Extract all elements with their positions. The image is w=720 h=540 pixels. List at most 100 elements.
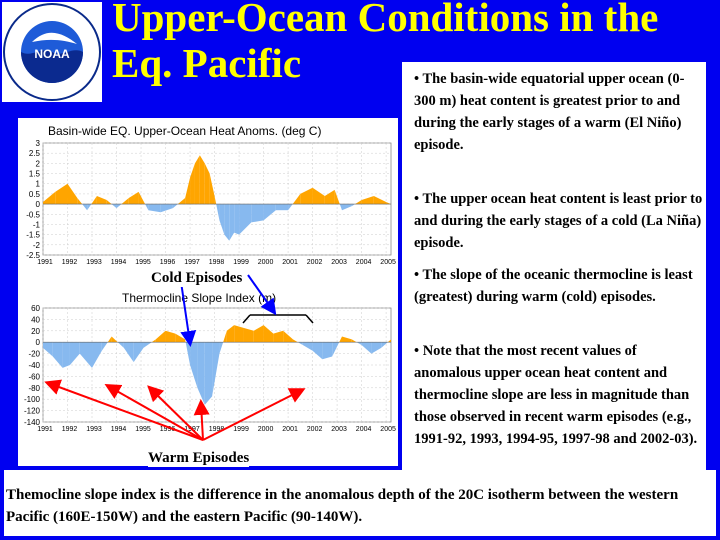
area-segment — [351, 204, 356, 207]
area-segment — [194, 155, 200, 205]
y-tick-label: 0.5 — [29, 190, 41, 199]
area-segment — [341, 204, 352, 211]
area-segment — [204, 163, 210, 205]
x-tick-label: 2002 — [307, 426, 323, 433]
x-tick-label: 2005 — [380, 259, 396, 266]
y-tick-label: 0 — [36, 200, 41, 209]
area-segment — [43, 191, 56, 205]
x-tick-label: 2000 — [258, 259, 274, 266]
area-segment — [177, 197, 186, 205]
area-segment — [219, 342, 224, 354]
area-segment — [212, 342, 220, 397]
warm-arrow-1 — [44, 379, 204, 441]
x-tick-label: 1997 — [184, 259, 200, 266]
y-tick-label: 3 — [36, 139, 41, 148]
x-tick-label: 1991 — [37, 259, 53, 266]
charts-svg: Basin-wide EQ. Upper-Ocean Heat Anoms. (… — [24, 124, 396, 441]
y-tick-label: -0.5 — [26, 210, 40, 219]
area-segment — [67, 183, 78, 205]
cold-episodes-label: Cold Episodes — [151, 270, 243, 287]
area-segment — [101, 342, 108, 351]
area-segment — [251, 204, 264, 223]
area-segment — [96, 195, 107, 205]
area-segment — [234, 325, 244, 343]
area-segment — [339, 336, 342, 343]
x-tick-label: 1994 — [111, 426, 127, 433]
bracket-left-end — [242, 314, 251, 324]
area-segment — [356, 342, 362, 346]
x-tick-label: 1996 — [160, 426, 176, 433]
area-segment — [55, 183, 68, 205]
area-segment — [351, 339, 357, 343]
area-segment — [87, 204, 92, 211]
area-segment — [263, 204, 276, 221]
area-segment — [209, 173, 215, 205]
area-segment — [165, 330, 176, 343]
area-segment — [106, 200, 112, 205]
x-tick-label: 1993 — [86, 426, 102, 433]
logo-name: NOAA — [34, 47, 70, 61]
area-segment — [62, 342, 70, 368]
noaa-logo: NOAA — [2, 2, 102, 102]
area-segment — [387, 339, 391, 343]
area-segment — [373, 195, 387, 205]
thermocline-chart-title: Thermocline Slope Index (m) — [122, 291, 276, 305]
area-segment — [185, 177, 191, 205]
area-segment — [91, 195, 97, 205]
area-segment — [204, 342, 213, 405]
area-segment — [214, 195, 217, 205]
area-segment — [123, 342, 134, 363]
x-tick-label: 2003 — [331, 426, 347, 433]
title-line-1: Upper-Ocean Conditions in the — [112, 0, 659, 40]
area-segment — [82, 204, 88, 211]
x-tick-label: 1992 — [62, 426, 78, 433]
area-segment — [253, 325, 264, 343]
warm-arrow-4 — [193, 399, 210, 441]
area-segment — [148, 204, 161, 213]
area-segment — [223, 330, 227, 343]
bullet-heat-content-cold: • The upper ocean heat content is least … — [414, 191, 703, 251]
area-segment — [155, 330, 166, 343]
area-segment — [190, 163, 195, 205]
area-segment — [361, 342, 372, 354]
area-segment — [151, 339, 156, 343]
area-segment — [138, 191, 146, 205]
area-segment — [300, 187, 313, 205]
x-tick-label: 2001 — [282, 426, 298, 433]
area-segment — [332, 342, 340, 357]
y-tick-label: -60 — [28, 372, 40, 381]
bracket-right-end — [305, 314, 314, 324]
area-segment — [107, 336, 112, 343]
area-segment — [263, 325, 274, 343]
y-tick-label: 1 — [36, 180, 41, 189]
area-segment — [128, 191, 139, 205]
bullet-thermocline-slope: • The slope of the oceanic thermocline i… — [414, 267, 693, 305]
area-segment — [361, 195, 374, 205]
x-tick-label: 1995 — [135, 426, 151, 433]
area-segment — [216, 204, 220, 221]
x-tick-label: 1996 — [160, 259, 176, 266]
x-tick-label: 1998 — [209, 426, 225, 433]
area-segment — [172, 204, 178, 209]
x-tick-label: 1999 — [233, 259, 249, 266]
y-tick-label: -1.5 — [26, 231, 40, 240]
area-segment — [292, 193, 301, 205]
area-segment — [185, 342, 191, 365]
y-tick-label: -40 — [28, 361, 40, 370]
y-tick-label: -80 — [28, 384, 40, 393]
area-segment — [312, 342, 323, 360]
y-tick-label: -1 — [33, 220, 41, 229]
area-segment — [226, 325, 235, 343]
area-segment — [283, 330, 293, 343]
area-segment — [143, 342, 152, 348]
area-segment — [322, 342, 333, 360]
y-tick-label: 2 — [36, 159, 41, 168]
x-tick-label: 1999 — [233, 426, 249, 433]
y-tick-label: 20 — [31, 327, 40, 336]
x-tick-label: 1992 — [62, 259, 78, 266]
area-segment — [219, 204, 225, 235]
area-segment — [77, 197, 83, 205]
area-segment — [224, 204, 230, 241]
y-tick-label: 60 — [31, 304, 40, 313]
area-segment — [312, 187, 325, 205]
